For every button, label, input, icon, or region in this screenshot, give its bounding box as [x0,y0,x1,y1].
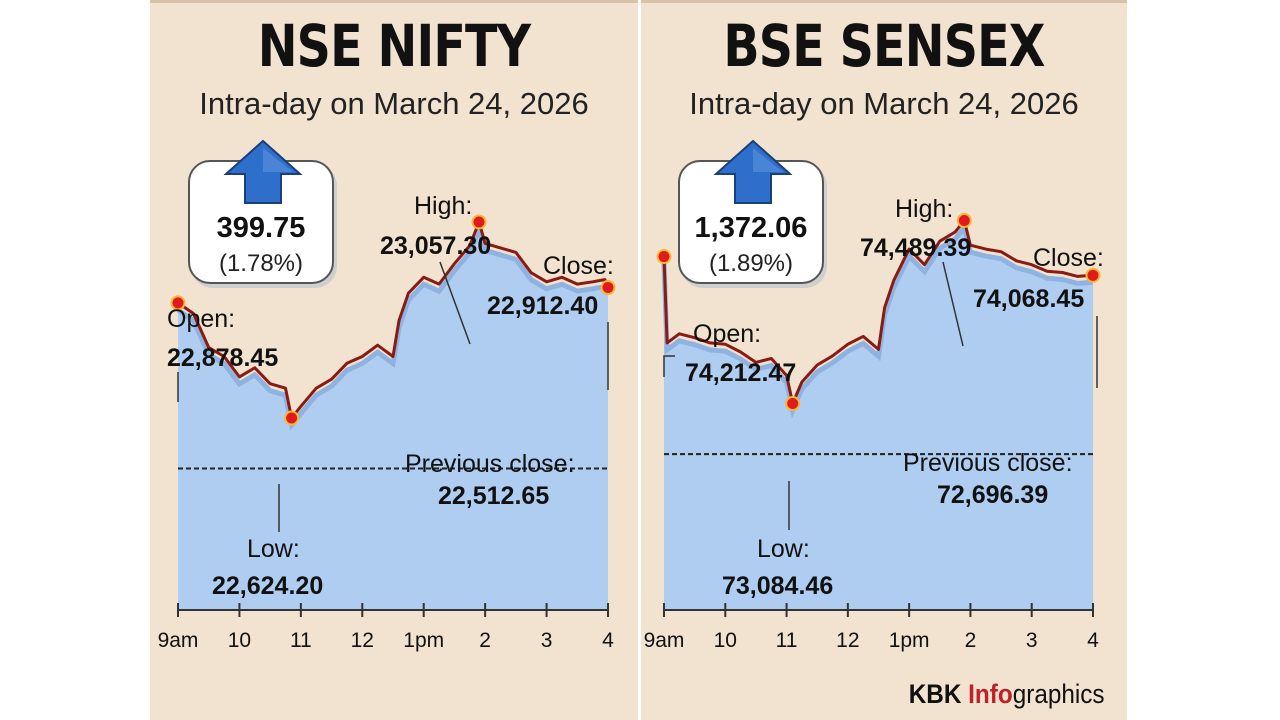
chart-subtitle: Intra-day on March 24, 2026 [689,86,1079,121]
price-line [177,220,610,420]
x-tick-label: 2 [479,629,491,652]
open-marker [656,249,672,265]
close-value: 22,912.40 [487,292,598,320]
publisher-credit: KBK Infographics [909,679,1105,710]
x-tick-label: 10 [714,629,737,652]
x-tick-label: 4 [1087,629,1099,652]
high-label: High: [414,192,472,220]
change-value: 1,372.06 [694,212,808,244]
x-tick-label: 9am [644,629,685,652]
x-ticks: 9am 10 11 12 1pm 2 3 4 [158,603,614,652]
change-value: 399.75 [216,212,306,244]
high-leader [439,261,471,345]
open-value: 22,878.45 [167,344,278,372]
change-box: 399.75 (1.78%) [188,139,334,284]
panel-divider [638,0,641,720]
sensex-chart: 9am 10 11 12 1pm 2 3 4 Open: 74,212.47 High: 74… [644,195,1104,652]
close-label: Close: [543,252,614,280]
up-arrow-icon [223,139,303,204]
sensex-panel: BSE SENSEX Intra-day on March 24, 2026 1… [641,0,1127,720]
x-tick-label: 1pm [403,629,444,652]
plot-area [656,212,1101,610]
previous-close-label: Previous close: [903,449,1073,477]
x-tick-label: 12 [351,629,374,652]
open-leader [663,355,675,377]
plot-area [170,214,616,610]
up-arrow-icon [713,139,793,204]
credit-accent: Info [968,679,1014,709]
credit-brand: KBK [909,679,962,709]
change-percent: (1.89%) [708,250,794,277]
change-box: 1,372.06 (1.89%) [678,139,824,284]
open-value: 74,212.47 [685,359,796,387]
change-percent: (1.78%) [218,250,304,277]
open-label: Open: [167,305,235,333]
high-leader [942,261,964,347]
x-tick-label: 3 [1026,629,1038,652]
high-marker [471,214,487,230]
high-value: 74,489.39 [860,234,971,262]
close-value: 74,068.45 [973,285,1084,313]
price-line-shadow [661,221,1094,419]
chart-title: NSE NIFTY [257,12,531,80]
x-tick-label: 9am [158,629,199,652]
chart-subtitle: Intra-day on March 24, 2026 [199,86,589,121]
x-tick-label: 11 [290,629,312,652]
low-marker [284,410,300,426]
x-tick-label: 4 [602,629,614,652]
open-marker [170,295,186,311]
high-label: High: [895,195,953,223]
x-tick-label: 10 [228,629,251,652]
price-line [662,219,1094,405]
credit-suffix: graphics [1013,679,1105,709]
close-marker [600,280,616,296]
previous-close-value: 22,512.65 [438,482,549,510]
x-tick-label: 1pm [889,629,930,652]
x-ticks: 9am 10 11 12 1pm 2 3 4 [644,603,1099,652]
low-value: 22,624.20 [212,572,323,600]
price-area-fill [664,228,1093,610]
price-area-fill [178,230,608,610]
close-marker [1085,267,1101,283]
low-label: Low: [247,535,300,563]
chart-title: BSE SENSEX [723,12,1045,80]
open-label: Open: [693,320,761,348]
low-marker [785,396,801,412]
low-value: 73,084.46 [722,572,833,600]
nifty-panel: NSE NIFTY Intra-day on March 24, 2026 39… [150,0,638,720]
previous-close-label: Previous close: [405,450,575,478]
x-tick-label: 12 [836,629,859,652]
high-marker [956,212,972,228]
nifty-chart: 9am 10 11 12 1pm 2 3 4 Open: 22,878.45 High: 23… [158,192,616,652]
low-label: Low: [757,535,810,563]
x-tick-label: 11 [776,629,798,652]
high-value: 23,057.30 [380,232,491,260]
close-label: Close: [1033,244,1104,272]
previous-close-value: 72,696.39 [937,481,1048,509]
x-tick-label: 2 [965,629,977,652]
x-tick-label: 3 [541,629,553,652]
